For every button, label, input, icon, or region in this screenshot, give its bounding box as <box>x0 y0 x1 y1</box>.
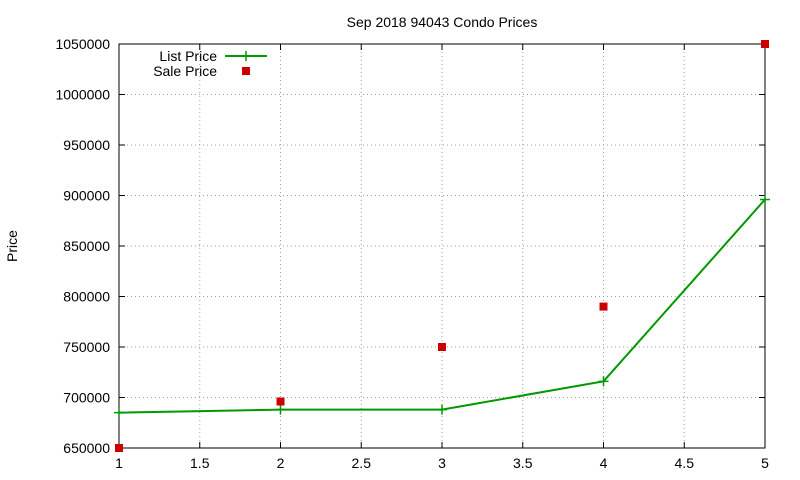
y-tick-label: 800000 <box>63 289 110 305</box>
axis-ticks: 1 1.5 2 2.5 3 3.5 4 4.5 5 650000 700000 750000 80000… <box>55 36 769 471</box>
x-tick-label: 3 <box>438 455 446 471</box>
x-tick-label: 1.5 <box>190 455 210 471</box>
x-tick-label: 5 <box>761 455 769 471</box>
x-tick-label: 1 <box>115 455 123 471</box>
legend-marker-list-price <box>241 51 251 61</box>
list-price-point <box>114 407 124 418</box>
sale-price-point <box>115 444 123 452</box>
list-price-point <box>437 404 447 415</box>
y-tick-label: 1000000 <box>55 87 110 103</box>
y-tick-label: 1050000 <box>55 36 110 52</box>
list-price-point <box>760 194 770 205</box>
sale-price-point <box>599 302 608 311</box>
y-axis-label: Price <box>4 230 20 262</box>
legend-label-list-price: List Price <box>159 48 217 64</box>
x-tick-label: 2 <box>277 455 285 471</box>
y-tick-label: 900000 <box>63 188 110 204</box>
legend-marker-sale-price <box>242 67 250 75</box>
x-tick-label: 3.5 <box>513 455 533 471</box>
sale-price-point <box>276 397 285 406</box>
x-tick-label: 4.5 <box>675 455 695 471</box>
x-tick-label: 4 <box>600 455 608 471</box>
sale-price-point <box>761 40 769 48</box>
sale-price-point <box>438 343 446 351</box>
chart-title: Sep 2018 94043 Condo Prices <box>347 14 538 30</box>
x-tick-label: 2.5 <box>352 455 372 471</box>
list-price-point <box>275 404 286 415</box>
legend-label-sale-price: Sale Price <box>153 63 217 79</box>
grid <box>119 44 765 448</box>
y-tick-label: 750000 <box>63 339 110 355</box>
series-layer <box>114 40 770 452</box>
y-tick-label: 950000 <box>63 137 110 153</box>
y-tick-label: 650000 <box>63 440 110 456</box>
y-tick-label: 700000 <box>63 390 110 406</box>
list-price-point <box>598 376 609 387</box>
y-tick-label: 850000 <box>63 238 110 254</box>
